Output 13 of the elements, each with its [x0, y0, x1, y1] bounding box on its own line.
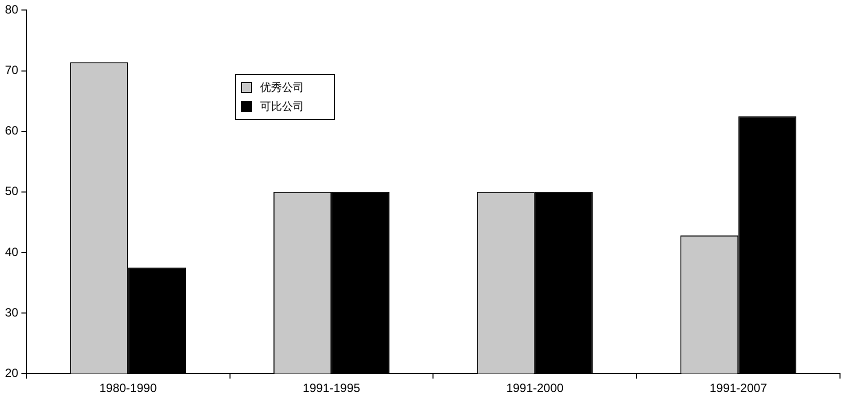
y-tick-label: 70 — [4, 63, 19, 78]
y-tick-label: 20 — [4, 366, 19, 380]
y-tick-label: 40 — [4, 244, 19, 259]
legend-label: 可比公司 — [260, 99, 304, 114]
x-tick-label: 1991-2000 — [506, 381, 564, 396]
y-tick-label: 60 — [4, 124, 19, 138]
x-tick-label: 1991-2007 — [710, 381, 768, 396]
y-tick-label: 30 — [4, 305, 19, 320]
x-tick-label: 1980-1990 — [99, 381, 158, 396]
legend-label: 优秀公司 — [260, 80, 304, 95]
y-tick-label: 50 — [4, 184, 19, 198]
y-tick-label: 80 — [4, 2, 19, 17]
x-tick-label: 1991-1995 — [302, 381, 360, 396]
